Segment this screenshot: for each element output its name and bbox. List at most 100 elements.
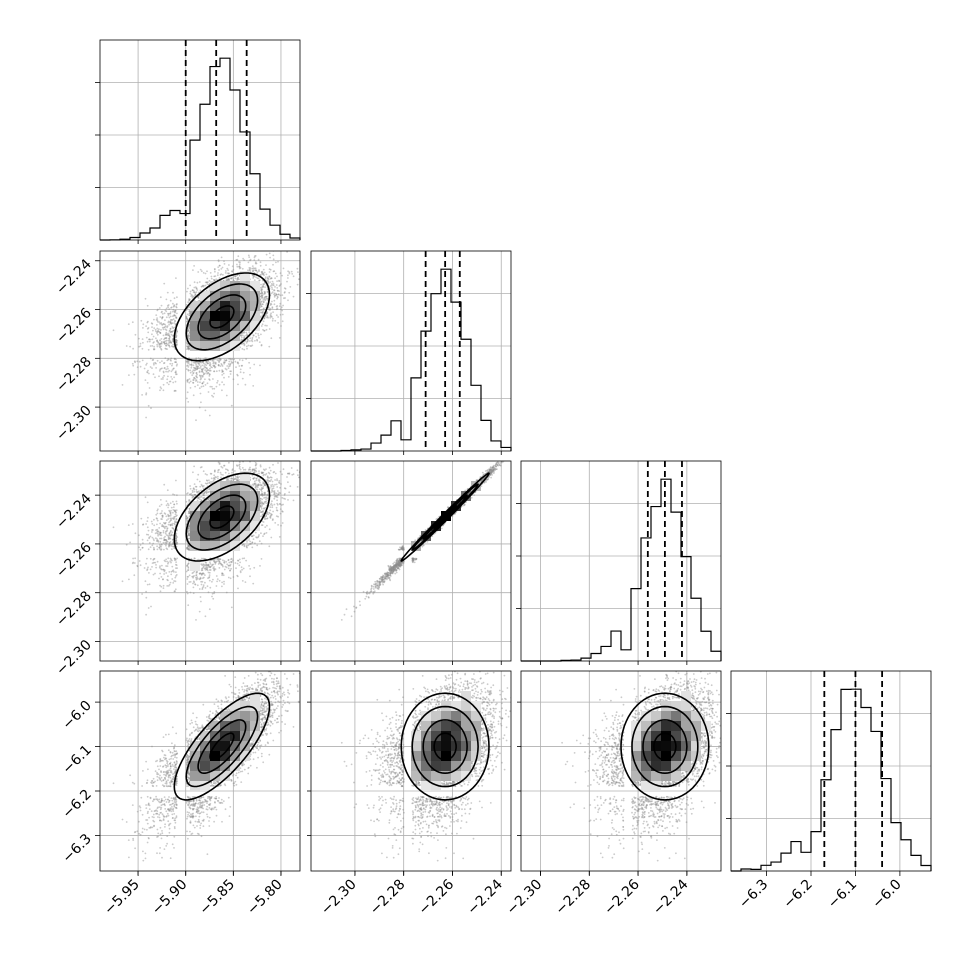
scatter-point [204, 284, 207, 287]
scatter-point [395, 569, 398, 572]
scatter-point [165, 344, 167, 347]
scatter-point [286, 476, 288, 478]
scatter-point [165, 525, 168, 528]
scatter-point [254, 487, 257, 489]
scatter-point [165, 558, 168, 561]
scatter-point [163, 374, 166, 377]
scatter-point [188, 312, 191, 315]
scatter-point [230, 277, 232, 280]
scatter-point [298, 476, 300, 479]
scatter-point [389, 569, 391, 572]
scatter-point [174, 588, 177, 591]
scatter-point [155, 564, 157, 566]
scatter-point [192, 289, 195, 292]
scatter-point [201, 368, 204, 371]
scatter-point [189, 363, 191, 366]
scatter-point [263, 293, 265, 295]
scatter-point [212, 362, 215, 365]
scatter-point [261, 494, 264, 497]
scatter-point [412, 558, 415, 560]
scatter-point [203, 576, 205, 579]
scatter-point [204, 615, 207, 618]
scatter-point [393, 566, 395, 568]
scatter-point [218, 269, 220, 271]
scatter-point [273, 493, 276, 495]
scatter-point [188, 547, 191, 549]
scatter-point [274, 272, 277, 275]
scatter-point [164, 340, 167, 342]
scatter-point [158, 330, 161, 333]
scatter-point [228, 278, 231, 281]
scatter-point [475, 479, 478, 482]
scatter-point [204, 369, 207, 371]
scatter-point [175, 371, 177, 374]
scatter-point [237, 383, 239, 386]
scatter-point [209, 385, 212, 388]
scatter-point [255, 488, 258, 491]
scatter-point [215, 370, 218, 373]
scatter-point [145, 364, 148, 366]
scatter-point [149, 535, 152, 538]
scatter-point [197, 363, 200, 365]
scatter-point [196, 366, 198, 369]
scatter-point [168, 337, 170, 340]
scatter-point [175, 541, 178, 544]
scatter-point [215, 560, 217, 563]
scatter-point [175, 537, 177, 540]
scatter-point [390, 566, 392, 569]
scatter-point [267, 704, 269, 707]
scatter-point [241, 364, 244, 367]
scatter-point [280, 325, 282, 327]
scatter-point [248, 468, 251, 471]
scatter-point [379, 581, 382, 583]
scatter-point [486, 469, 488, 472]
scatter-point [162, 328, 165, 331]
scatter-point [199, 376, 202, 379]
scatter-point [216, 558, 219, 561]
scatter-point [204, 409, 207, 412]
scatter-point [491, 466, 494, 469]
scatter-point [390, 569, 393, 571]
scatter-point [267, 479, 269, 482]
scatter-point [389, 575, 392, 577]
scatter-point [156, 320, 159, 323]
scatter-point [188, 310, 191, 313]
scatter-point [198, 480, 201, 483]
scatter-point [157, 308, 159, 311]
scatter-point [268, 476, 271, 479]
scatter-point [158, 806, 161, 808]
scatter-point [247, 339, 249, 342]
scatter-point [187, 369, 190, 371]
scatter-point [253, 246, 255, 248]
scatter-point [195, 488, 198, 491]
scatter-point [208, 375, 211, 377]
scatter-point [267, 471, 270, 474]
scatter-point [207, 571, 210, 574]
scatter-point [153, 318, 155, 321]
scatter-point [166, 585, 169, 587]
density-cell [230, 511, 240, 521]
scatter-point [249, 542, 252, 545]
scatter-point [515, 448, 517, 450]
density-cell [220, 341, 230, 351]
scatter-point [498, 464, 501, 466]
scatter-point [373, 583, 375, 586]
scatter-point [166, 359, 169, 362]
scatter-point [169, 517, 172, 520]
scatter-point [402, 547, 404, 549]
density-cell [240, 291, 250, 301]
scatter-point [266, 708, 269, 711]
scatter-point [278, 536, 281, 538]
scatter-point [207, 564, 210, 567]
scatter-point [141, 593, 144, 595]
scatter-point [167, 579, 169, 582]
scatter-point [263, 716, 266, 719]
scatter-point [198, 588, 201, 590]
scatter-point [204, 567, 206, 570]
scatter-point [165, 310, 168, 313]
density-cell [200, 301, 210, 311]
scatter-point [271, 280, 274, 283]
scatter-point [187, 813, 190, 816]
scatter-point [281, 473, 283, 476]
scatter-point [271, 286, 273, 289]
